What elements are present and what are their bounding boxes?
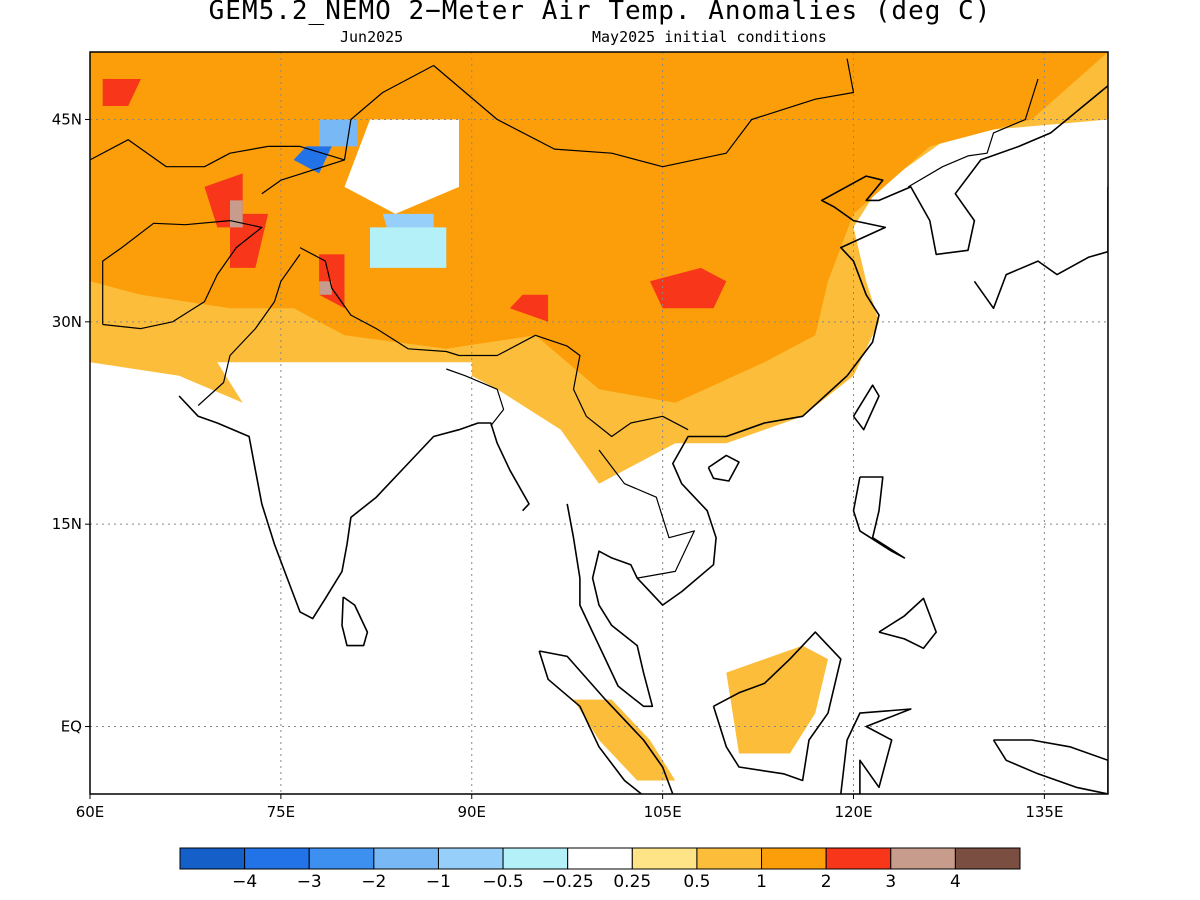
lat-tick-label: 45N xyxy=(52,110,82,128)
colorbar-swatch xyxy=(696,847,763,870)
colorbar-label: −0.5 xyxy=(482,872,524,892)
colorbar-label: −1 xyxy=(425,872,451,892)
coastline-se-asia xyxy=(566,85,1108,708)
coastline-sulawesi xyxy=(840,708,912,794)
colorbar-label: 4 xyxy=(949,872,961,892)
lat-tick-label: EQ xyxy=(61,718,82,736)
colorbar-label: −0.25 xyxy=(541,872,594,892)
border-afghanistan xyxy=(102,220,263,330)
border-mongolia xyxy=(433,58,855,168)
lon-tick-label: 90E xyxy=(457,803,486,821)
coastline-luzon xyxy=(852,476,906,559)
colorbar-swatch xyxy=(567,847,633,870)
coastline-india xyxy=(178,395,530,620)
coastline-java xyxy=(669,808,784,839)
coastline-taiwan xyxy=(852,384,880,431)
colorbar-swatch xyxy=(308,847,375,870)
colorbar-swatch xyxy=(373,847,439,870)
colorbar-label: −4 xyxy=(232,872,258,892)
colorbar-label: −3 xyxy=(296,872,322,892)
colorbar-label: 3 xyxy=(885,872,897,892)
colorbar-swatch xyxy=(761,847,827,870)
coastline-mindanao xyxy=(878,597,938,650)
colorbar-swatch xyxy=(825,847,892,870)
coastlines-and-borders xyxy=(90,58,1108,839)
border-china-north xyxy=(261,64,434,195)
chart-title: GEM5.2_NEMO 2−Meter Air Temp. Anomalies … xyxy=(208,0,992,26)
initial-conditions: May2025 initial conditions xyxy=(592,28,827,46)
lon-tick-label: 60E xyxy=(76,803,105,821)
colorbar-label: 2 xyxy=(820,872,832,892)
border-himalaya xyxy=(299,247,689,438)
lon-tick-label: 120E xyxy=(834,803,872,821)
coastline-japan xyxy=(973,186,1108,310)
axis-ticks: 45N 30N 15N EQ 60E 75E 90E 105E 120E 135E xyxy=(52,110,1064,821)
colorbar-swatch xyxy=(437,847,504,870)
border-bangladesh xyxy=(446,368,505,427)
anomaly-region-1 xyxy=(726,645,828,754)
border-indochina xyxy=(598,449,696,579)
colorbar-label: −2 xyxy=(361,872,387,892)
lon-tick-label: 105E xyxy=(644,803,682,821)
border-kazakhstan xyxy=(90,139,345,168)
anomaly-region-17 xyxy=(217,362,472,444)
anomaly-region-12 xyxy=(319,119,358,147)
colorbar xyxy=(179,847,1021,870)
colorbar-label: 0.25 xyxy=(613,872,652,892)
colorbar-swatch xyxy=(890,847,956,870)
colorbar-swatch xyxy=(502,847,569,870)
anomaly-region-2 xyxy=(573,699,676,781)
anomaly-region-15 xyxy=(370,227,447,268)
anomaly-region-4 xyxy=(649,267,727,309)
coastline-hainan xyxy=(707,454,740,482)
anomaly-region-10 xyxy=(230,200,243,228)
anomaly-region-16 xyxy=(344,119,459,214)
border-korea-china xyxy=(907,78,1039,188)
plot-frame xyxy=(89,51,1109,795)
colorbar-swatch xyxy=(244,847,310,870)
lon-tick-label: 75E xyxy=(267,803,296,821)
lat-tick-label: 15N xyxy=(52,515,82,533)
anomaly-region-5 xyxy=(509,294,549,322)
coastline-borneo xyxy=(712,631,842,782)
colorbar-label: 1 xyxy=(756,872,767,892)
colorbar-swatch xyxy=(179,847,246,870)
coastline-sumatra xyxy=(538,650,674,794)
border-pakistan-india xyxy=(197,254,301,406)
lon-tick-label: 135E xyxy=(1025,803,1063,821)
colorbar-swatch xyxy=(631,847,698,870)
anomaly-region-11 xyxy=(319,281,332,295)
coastline-sri-lanka xyxy=(341,596,369,647)
lat-tick-label: 30N xyxy=(52,313,82,331)
anomaly-region-9 xyxy=(102,79,141,106)
colorbar-swatch xyxy=(954,847,1021,870)
coastline-new-guinea xyxy=(992,739,1108,794)
colorbar-label: 0.5 xyxy=(683,872,711,892)
forecast-month: Jun2025 xyxy=(340,28,404,46)
